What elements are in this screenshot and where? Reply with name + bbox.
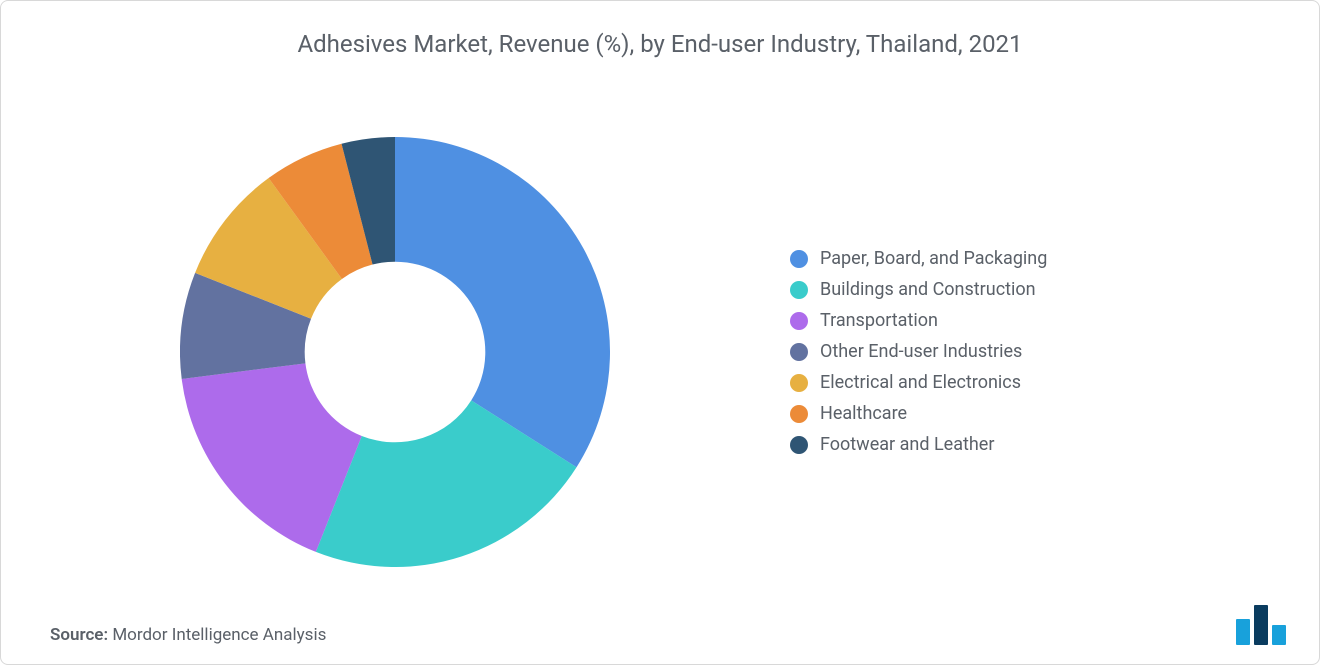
- legend-label: Buildings and Construction: [820, 279, 1036, 300]
- legend-marker-icon: [790, 436, 808, 454]
- legend-label: Footwear and Leather: [820, 434, 994, 455]
- source-line: Source: Mordor Intelligence Analysis: [50, 615, 1270, 645]
- legend-marker-icon: [790, 312, 808, 330]
- chart-container: Adhesives Market, Revenue (%), by End-us…: [0, 0, 1320, 665]
- legend-item: Electrical and Electronics: [790, 372, 1047, 393]
- chart-area: Paper, Board, and Packaging Buildings and…: [50, 88, 1270, 615]
- chart-legend: Paper, Board, and Packaging Buildings and…: [790, 248, 1047, 455]
- legend-marker-icon: [790, 250, 808, 268]
- legend-marker-icon: [790, 343, 808, 361]
- legend-item: Footwear and Leather: [790, 434, 1047, 455]
- legend-label: Healthcare: [820, 403, 907, 424]
- legend-label: Paper, Board, and Packaging: [820, 248, 1047, 269]
- legend-label: Transportation: [820, 310, 938, 331]
- brand-logo-icon: [1234, 605, 1290, 645]
- legend-label: Electrical and Electronics: [820, 372, 1021, 393]
- legend-marker-icon: [790, 281, 808, 299]
- donut-chart: [180, 137, 610, 567]
- donut-svg: [180, 137, 610, 567]
- chart-title: Adhesives Market, Revenue (%), by End-us…: [50, 30, 1270, 58]
- legend-item: Healthcare: [790, 403, 1047, 424]
- legend-marker-icon: [790, 405, 808, 423]
- legend-item: Other End-user Industries: [790, 341, 1047, 362]
- source-label: Source:: [50, 625, 108, 645]
- donut-segment: [395, 137, 610, 467]
- legend-marker-icon: [790, 374, 808, 392]
- legend-item: Buildings and Construction: [790, 279, 1047, 300]
- legend-label: Other End-user Industries: [820, 341, 1022, 362]
- legend-item: Transportation: [790, 310, 1047, 331]
- legend-item: Paper, Board, and Packaging: [790, 248, 1047, 269]
- source-text: Mordor Intelligence Analysis: [112, 625, 326, 645]
